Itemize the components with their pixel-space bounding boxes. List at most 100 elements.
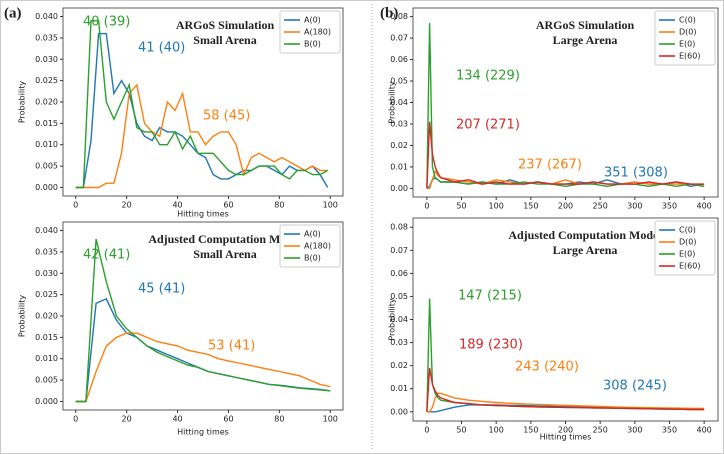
y-tick-label: 0.015 xyxy=(35,119,58,128)
x-axis-label: Hitting times xyxy=(177,210,229,219)
legend-label: A(180) xyxy=(304,28,331,37)
legend-label: E(0) xyxy=(679,250,695,259)
annotation: 351 (308) xyxy=(604,166,668,181)
y-axis-label: Probability xyxy=(18,81,27,124)
chart-title: Adjusted Computation Model xyxy=(508,228,662,242)
annotation: 147 (215) xyxy=(458,289,522,304)
y-tick-label: 0.03 xyxy=(390,338,408,347)
panel-label: (a) xyxy=(4,5,22,21)
legend-label: C(0) xyxy=(679,16,696,25)
legend-label: A(0) xyxy=(304,16,321,25)
series-line xyxy=(426,392,705,413)
annotation: 237 (267) xyxy=(518,158,582,173)
legend-label: E(60) xyxy=(679,262,700,271)
x-tick-label: 350 xyxy=(662,426,677,435)
legend-label: B(0) xyxy=(304,254,321,263)
annotation: 134 (229) xyxy=(456,69,520,84)
y-tick-label: 0.07 xyxy=(390,34,408,43)
x-tick-label: 100 xyxy=(489,202,504,211)
y-axis-label: Probability xyxy=(388,81,397,124)
x-tick-label: 20 xyxy=(122,201,132,210)
annotation: 243 (240) xyxy=(515,360,579,375)
y-tick-label: 0.04 xyxy=(390,315,408,324)
series-line xyxy=(426,367,705,412)
x-tick-label: 80 xyxy=(274,415,284,424)
y-axis-label: Probability xyxy=(388,298,397,341)
legend-box xyxy=(654,10,716,66)
y-tick-label: 0.01 xyxy=(390,162,408,171)
series-line xyxy=(75,297,331,403)
annotation: 308 (245) xyxy=(603,379,667,394)
chart-subtitle: Small Arena xyxy=(193,247,256,261)
y-tick-label: 0.00 xyxy=(390,407,408,416)
series-line xyxy=(426,121,705,189)
series-line xyxy=(426,22,705,189)
y-tick-label: 0.000 xyxy=(35,397,58,406)
x-tick-label: 100 xyxy=(489,426,504,435)
legend-label: B(0) xyxy=(304,40,321,49)
chart-subtitle: Small Arena xyxy=(193,33,256,47)
y-tick-label: 0.005 xyxy=(35,162,58,171)
x-tick-label: 100 xyxy=(323,415,338,424)
y-tick-label: 0.040 xyxy=(35,12,58,21)
x-tick-label: 0 xyxy=(424,426,429,435)
x-tick-label: 300 xyxy=(627,426,642,435)
legend-label: A(180) xyxy=(304,242,331,251)
legend-box xyxy=(279,224,341,268)
y-tick-label: 0.02 xyxy=(390,361,408,370)
legend-box xyxy=(279,10,341,54)
x-tick-label: 60 xyxy=(223,415,233,424)
legend-label: D(0) xyxy=(679,28,697,37)
y-tick-label: 0.015 xyxy=(35,333,58,342)
y-tick-label: 0.07 xyxy=(390,246,408,255)
annotation: 53 (41) xyxy=(208,339,255,354)
legend-box xyxy=(654,220,716,276)
y-tick-label: 0.035 xyxy=(35,247,58,256)
annotation: 207 (271) xyxy=(456,118,520,133)
x-tick-label: 0 xyxy=(73,201,78,210)
series-line xyxy=(75,332,331,403)
y-tick-label: 0.025 xyxy=(35,290,58,299)
series-line xyxy=(75,238,331,403)
x-tick-label: 300 xyxy=(627,202,642,211)
annotation: 41 (40) xyxy=(138,41,185,56)
x-tick-label: 250 xyxy=(593,202,608,211)
y-tick-label: 0.030 xyxy=(35,55,58,64)
x-tick-label: 40 xyxy=(172,415,182,424)
x-tick-label: 200 xyxy=(558,202,573,211)
x-axis-label: Hitting times xyxy=(177,428,229,437)
annotation: 42 (41) xyxy=(83,248,130,263)
x-tick-label: 0 xyxy=(424,202,429,211)
x-tick-label: 400 xyxy=(696,426,711,435)
x-tick-label: 150 xyxy=(523,426,538,435)
legend-label: E(0) xyxy=(679,40,695,49)
y-tick-label: 0.020 xyxy=(35,312,58,321)
chart-title: ARGoS Simulation xyxy=(536,18,635,32)
y-tick-label: 0.04 xyxy=(390,98,408,107)
y-tick-label: 0.000 xyxy=(35,183,58,192)
x-tick-label: 100 xyxy=(323,201,338,210)
y-tick-label: 0.010 xyxy=(35,140,58,149)
annotation: 58 (45) xyxy=(203,109,250,124)
panel-label: (b) xyxy=(380,5,398,21)
series-line xyxy=(75,32,329,189)
chart-subtitle: Large Arena xyxy=(553,33,618,47)
y-tick-label: 0.025 xyxy=(35,76,58,85)
legend-label: C(0) xyxy=(679,226,696,235)
x-axis-label: Hitting times xyxy=(540,433,592,442)
annotation: 40 (39) xyxy=(83,15,130,30)
x-tick-label: 350 xyxy=(662,202,677,211)
series-line xyxy=(75,83,328,189)
x-tick-label: 0 xyxy=(73,415,78,424)
y-tick-label: 0.010 xyxy=(35,354,58,363)
y-tick-label: 0.040 xyxy=(35,226,58,235)
x-tick-label: 250 xyxy=(593,426,608,435)
x-tick-label: 150 xyxy=(523,202,538,211)
chart-title: ARGoS Simulation xyxy=(176,18,275,32)
y-tick-label: 0.01 xyxy=(390,384,408,393)
x-tick-label: 200 xyxy=(558,426,573,435)
y-tick-label: 0.030 xyxy=(35,269,58,278)
y-tick-label: 0.035 xyxy=(35,33,58,42)
y-tick-label: 0.08 xyxy=(390,223,408,232)
y-tick-label: 0.05 xyxy=(390,292,408,301)
